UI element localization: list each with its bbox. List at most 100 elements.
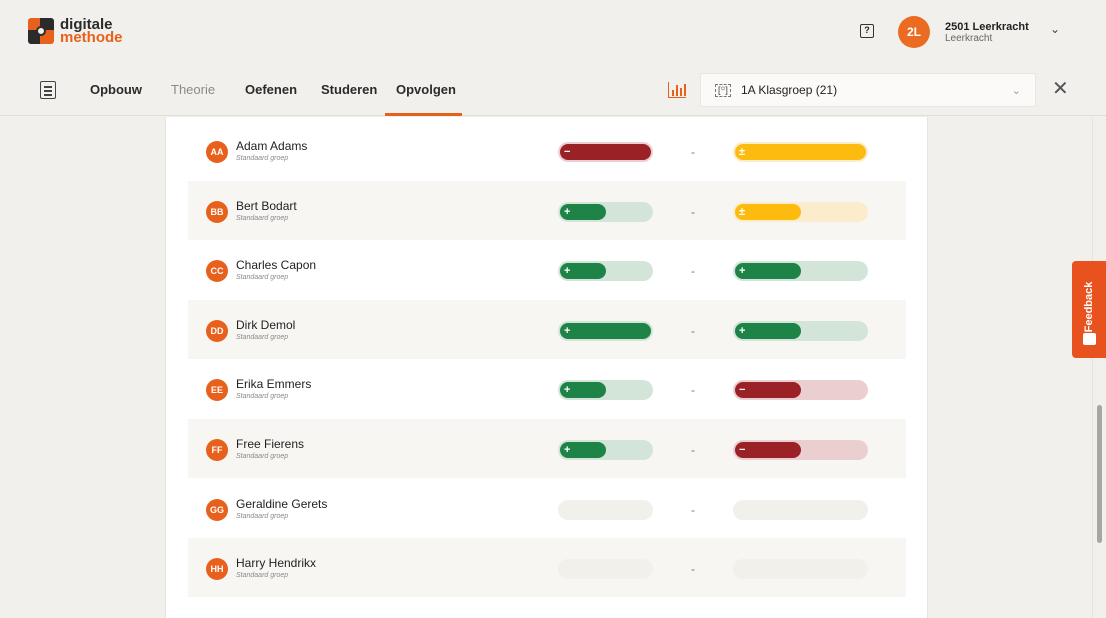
score-bar-first[interactable] (558, 559, 653, 580)
student-group: Standaard groep (236, 274, 289, 282)
chevron-down-icon: ⌄ (1011, 85, 1021, 97)
student-group: Standaard groep (236, 155, 289, 162)
score-symbol: − (739, 384, 746, 397)
score-bar-first[interactable] (558, 499, 653, 520)
chat-question-icon[interactable]: ? (860, 24, 874, 38)
student-name[interactable]: Charles Capon (236, 258, 317, 273)
score-bar-fill (560, 322, 651, 339)
scrollbar-track[interactable] (1092, 117, 1106, 618)
score-bar-first[interactable]: + (558, 201, 653, 222)
student-name[interactable]: Bert Bodart (236, 198, 297, 213)
score-bar-fill (735, 442, 801, 458)
score-bar-first[interactable]: + (558, 261, 653, 282)
brand-logo[interactable]: digitale methode (28, 16, 123, 46)
score-symbol: + (564, 324, 571, 337)
logo-text: digitale methode (60, 16, 123, 46)
score-symbol: ± (739, 146, 746, 158)
score-bar-fill (735, 263, 801, 280)
score-bar-fill (560, 203, 606, 220)
logo-mark-icon (28, 18, 54, 44)
student-row[interactable]: BB Bert Bodart Standaard groep - + ± (188, 180, 906, 240)
tab-opvolgen[interactable]: Opvolgen (396, 82, 456, 97)
score-bar-second[interactable]: + (733, 261, 868, 282)
score-bar-first[interactable]: + (558, 380, 653, 401)
student-name[interactable]: Geraldine Gerets (236, 496, 328, 511)
score-symbol: + (739, 324, 746, 337)
student-avatar: GG (206, 498, 228, 521)
student-avatar: HH (206, 558, 228, 581)
score-bar-fill (560, 263, 606, 280)
score-symbol: − (564, 146, 571, 158)
group-select[interactable]: [꙳] 1A Klasgroep (21) ⌄ (700, 73, 1036, 107)
student-row[interactable]: EE Erika Emmers Standaard groep - + − (188, 359, 906, 418)
score-symbol: + (564, 384, 571, 397)
score-separator: - (691, 562, 695, 577)
logo-line2: methode (60, 29, 123, 46)
student-group: Standaard groep (236, 214, 289, 222)
active-tab-indicator (385, 113, 462, 116)
score-bar-fill (735, 203, 801, 220)
feedback-icon (1083, 333, 1096, 345)
score-separator: - (691, 323, 695, 338)
chevron-down-icon[interactable]: ⌄ (1050, 22, 1061, 36)
student-group: Standaard groep (236, 512, 289, 520)
score-symbol: + (739, 265, 746, 278)
score-symbol: + (564, 444, 571, 456)
score-bar-fill (735, 382, 801, 399)
student-name[interactable]: Free Fierens (236, 437, 305, 451)
user-role: Leerkracht (945, 33, 993, 44)
score-symbol: + (564, 205, 571, 218)
score-bar-second[interactable]: ± (733, 201, 868, 222)
book-icon[interactable] (40, 81, 56, 99)
student-group: Standaard groep (236, 393, 289, 401)
group-icon: [꙳] (715, 84, 731, 97)
score-bar-first[interactable]: + (558, 320, 653, 341)
close-icon[interactable]: ✕ (1052, 78, 1069, 100)
score-separator: - (691, 443, 695, 457)
tab-oefenen[interactable]: Oefenen (245, 82, 298, 97)
score-symbol: + (564, 265, 571, 278)
tab-theorie[interactable]: Theorie (171, 82, 216, 97)
feedback-button[interactable]: Feedback (1072, 261, 1106, 358)
user-name[interactable]: 2501 Leerkracht (945, 21, 1029, 33)
score-bar-second[interactable]: − (733, 380, 868, 401)
score-bar-second[interactable] (733, 499, 868, 520)
navigation-bar: Opbouw Theorie Oefenen Studeren Opvolgen… (0, 64, 1106, 116)
student-name[interactable]: Adam Adams (236, 139, 308, 153)
tab-opbouw[interactable]: Opbouw (90, 82, 142, 97)
student-row[interactable]: CC Charles Capon Standaard groep - + + (188, 240, 906, 299)
student-name[interactable]: Erika Emmers (236, 377, 312, 392)
student-avatar: DD (206, 319, 228, 342)
score-bar-fill (560, 144, 651, 160)
score-bar-second[interactable]: + (733, 320, 868, 341)
student-avatar: CC (206, 260, 228, 283)
student-row[interactable]: GG Geraldine Gerets Standaard groep - (188, 479, 906, 538)
scrollbar-thumb[interactable] (1097, 405, 1102, 543)
student-list-panel: AA Adam Adams Standaard groep - − ± BB Bert Bod… (165, 117, 928, 618)
student-row[interactable]: HH Harry Hendrikx Standaard groep - (188, 538, 906, 598)
student-group: Standaard groep (236, 333, 289, 341)
student-name[interactable]: Harry Hendrikx (236, 556, 317, 571)
score-bar-first[interactable]: − (558, 142, 653, 162)
student-group: Standaard groep (236, 453, 289, 460)
score-separator: - (691, 502, 695, 517)
score-bar-fill (735, 144, 866, 160)
student-row[interactable]: FF Free Fierens Standaard groep - + − (188, 419, 906, 478)
tab-studeren[interactable]: Studeren (321, 82, 378, 97)
logo-line1: digitale (60, 16, 113, 33)
top-header: digitale methode ? 2L 2501 Leerkracht Le… (0, 0, 1106, 64)
score-bar-second[interactable]: − (733, 440, 868, 460)
student-row[interactable]: AA Adam Adams Standaard groep - − ± (188, 121, 906, 180)
student-avatar: FF (206, 439, 228, 461)
score-bar-first[interactable]: + (558, 440, 653, 460)
student-name[interactable]: Dirk Demol (236, 317, 296, 332)
score-symbol: ± (739, 205, 746, 218)
score-bar-second[interactable] (733, 559, 868, 580)
bar-chart-icon[interactable] (668, 82, 686, 98)
score-separator: - (691, 264, 695, 279)
score-bar-second[interactable]: ± (733, 142, 868, 162)
student-avatar: AA (206, 141, 228, 163)
user-avatar[interactable]: 2L (898, 16, 930, 48)
student-row[interactable]: DD Dirk Demol Standaard groep - + + (188, 299, 906, 359)
score-bar-fill (560, 442, 606, 458)
